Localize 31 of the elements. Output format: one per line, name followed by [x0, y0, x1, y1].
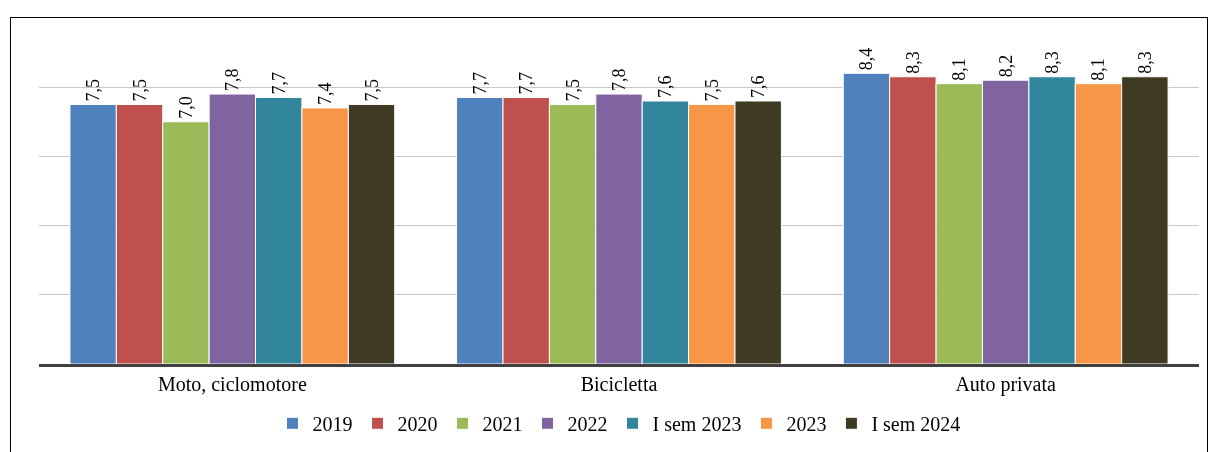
legend-label: 2020 [397, 413, 438, 436]
legend-label: 2021 [482, 413, 523, 436]
data-label: 8,3 [902, 51, 923, 74]
data-label: 8,2 [995, 54, 1016, 78]
data-label: 7,5 [83, 78, 104, 102]
x-tick-label: Auto privata [955, 373, 1057, 396]
data-label: 7,7 [268, 72, 289, 95]
data-label: 8,4 [856, 47, 877, 71]
data-label: 7,8 [609, 68, 629, 92]
data-label: 7,8 [222, 68, 243, 92]
data-label: 7,7 [516, 72, 537, 95]
data-label: 7,5 [361, 78, 382, 102]
data-label: 8,3 [1134, 51, 1155, 74]
data-label: 7,0 [175, 96, 196, 119]
data-label: 8,1 [949, 58, 970, 81]
legend-label: I sem 2024 [871, 413, 961, 436]
data-label: 7,5 [129, 78, 150, 102]
x-tick-label: Bicicletta [580, 373, 658, 395]
legend-label: 2022 [567, 413, 608, 436]
data-label: 7,5 [701, 78, 722, 102]
data-label: 7,6 [748, 75, 769, 98]
data-label: 7,5 [562, 78, 583, 102]
data-label: 7,6 [655, 75, 676, 98]
legend-label: 2023 [786, 413, 827, 436]
data-label: 8,3 [1042, 51, 1063, 74]
legend-label: 2019 [312, 413, 353, 436]
legend-label: I sem 2023 [652, 413, 742, 436]
x-tick-label: Moto, ciclomotore [157, 373, 307, 395]
data-label: 7,7 [469, 72, 490, 95]
data-label: 8,1 [1088, 58, 1109, 81]
data-label: 7,4 [315, 82, 336, 105]
